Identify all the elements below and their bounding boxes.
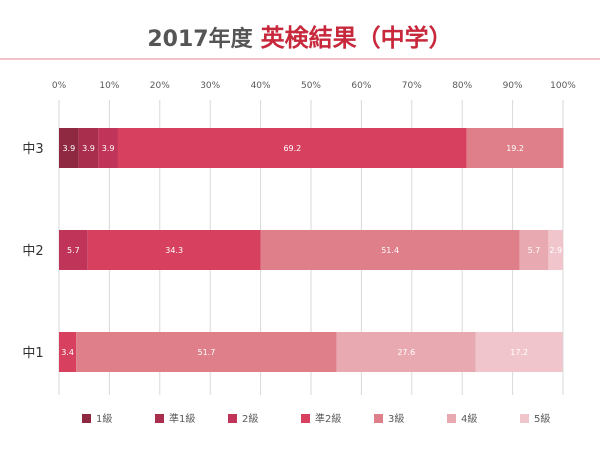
x-tick-label: 60% xyxy=(351,81,371,91)
x-tick-label: 80% xyxy=(452,81,472,91)
data-label: 5.7 xyxy=(67,246,80,255)
legend-swatch xyxy=(301,414,310,423)
x-tick-label: 100% xyxy=(550,81,576,91)
x-tick-label: 0% xyxy=(52,81,67,91)
bar-segment xyxy=(78,128,99,168)
data-label: 3.9 xyxy=(102,144,115,153)
data-label: 3.9 xyxy=(62,144,75,153)
bars: 3.9 3.9 3.9 69.2 19.2 5.7 34.3 51.4 5.7 2.9 3.4 51.… xyxy=(59,128,564,372)
bar-segment xyxy=(519,230,549,270)
bar-segment xyxy=(87,230,261,270)
data-label: 17.2 xyxy=(510,348,528,357)
legend-label: 準1級 xyxy=(169,412,195,425)
x-tick-label: 30% xyxy=(200,81,220,91)
data-label: 19.2 xyxy=(506,144,524,153)
x-tick-label: 20% xyxy=(150,81,170,91)
legend-swatch xyxy=(520,414,529,423)
bar-segment xyxy=(548,230,563,270)
x-tick-label: 40% xyxy=(251,81,271,91)
data-label: 51.7 xyxy=(198,348,216,357)
title-divider xyxy=(0,58,600,60)
bar-segment xyxy=(260,230,520,270)
x-tick-label: 90% xyxy=(503,81,523,91)
bar-segment xyxy=(98,128,118,168)
title-year: 2017年度 xyxy=(147,27,253,52)
bar-segment xyxy=(117,128,467,168)
legend-label: 1級 xyxy=(96,412,112,425)
data-label: 69.2 xyxy=(283,144,301,153)
bar-segment xyxy=(59,230,88,270)
category-label: 中3 xyxy=(22,142,43,157)
y-axis-categories: 中3 中2 中1 xyxy=(22,142,43,361)
data-label: 27.6 xyxy=(397,348,415,357)
x-tick-label: 70% xyxy=(402,81,422,91)
data-label: 2.9 xyxy=(549,246,562,255)
bar-segment xyxy=(466,128,564,168)
x-tick-label: 50% xyxy=(301,81,321,91)
legend-swatch xyxy=(82,414,91,423)
title-main: 英検結果（中学） xyxy=(260,24,453,52)
bar-segment xyxy=(76,332,337,372)
legend-label: 準2級 xyxy=(315,412,341,425)
bar-segment xyxy=(475,332,563,372)
legend-label: 4級 xyxy=(461,412,477,425)
bar-segment xyxy=(59,332,77,372)
data-label: 3.9 xyxy=(82,144,95,153)
data-label: 51.4 xyxy=(381,246,399,255)
x-axis-ticks: 0% 10% 20% 30% 40% 50% 60% 70% 80% 90% 100% xyxy=(52,81,576,91)
bar-segment xyxy=(59,128,79,168)
chart-title: 2017年度 英検結果（中学） xyxy=(0,18,600,53)
data-label: 5.7 xyxy=(528,246,541,255)
legend-swatch xyxy=(374,414,383,423)
legend-label: 2級 xyxy=(242,412,258,425)
bar-segment xyxy=(336,332,476,372)
legend-label: 3級 xyxy=(388,412,404,425)
legend-label: 5級 xyxy=(534,412,550,425)
data-label: 3.4 xyxy=(61,348,74,357)
category-label: 中1 xyxy=(22,346,43,361)
category-label: 中2 xyxy=(22,244,43,259)
legend-swatch xyxy=(447,414,456,423)
legend-swatch xyxy=(228,414,237,423)
legend: 1級 準1級 2級 準2級 3級 4級 5級 xyxy=(82,412,550,425)
legend-swatch xyxy=(155,414,164,423)
data-label: 34.3 xyxy=(165,246,183,255)
x-tick-label: 10% xyxy=(99,81,119,91)
